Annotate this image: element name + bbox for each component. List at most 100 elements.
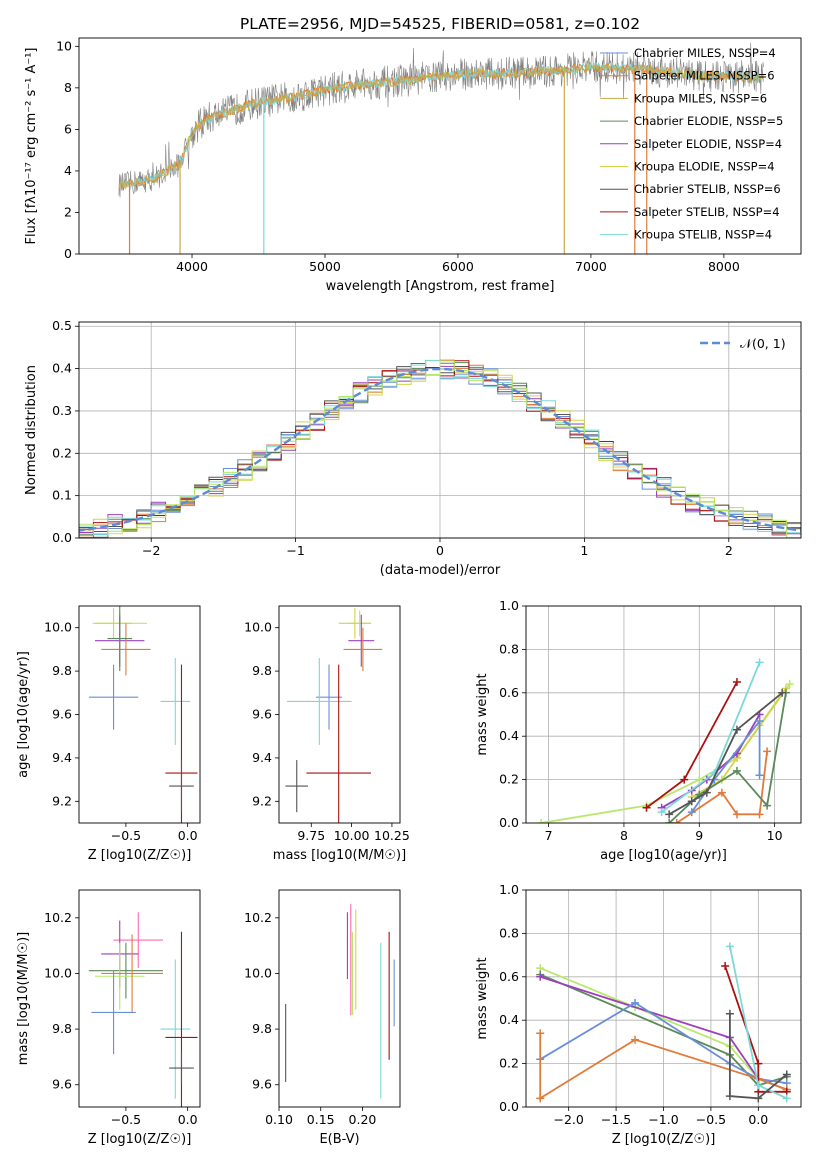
observed-spectrum: [118, 42, 764, 198]
error-bars: [285, 608, 383, 823]
mass-weight-vs-metallicity-panel: −2.0 −1.5 −1.0 −0.5 0.0 0.0 0.2 0.4 0.6 0.8 1.0 Z […: [475, 882, 802, 1147]
mass-vs-reddening-panel: 0.10 0.15 0.20 9.6 9.8 10.0 10.2 E(B-V): [244, 889, 401, 1147]
residuals-panel: −2 −1 0 1 2 0.0 0.1 0.2 0.3 0.4 0.5 (data-model)/er…: [24, 318, 802, 578]
y-axis-label: Flux [fλ10⁻¹⁷ erg cm⁻² s⁻¹ A⁻¹]: [24, 48, 39, 245]
axes-frame: [78, 37, 802, 255]
y-axis-label: mass [log10(M/M☉)]: [16, 932, 31, 1065]
normal-reference-curve: [79, 367, 801, 532]
x-tick-label: −0.5: [111, 828, 141, 843]
y-tick-label: 0.1: [52, 488, 72, 503]
weight-series: [729, 1013, 788, 1100]
y-tick-label: 9.8: [52, 663, 72, 678]
legend-entry: Kroupa MILES, NSSP=6: [634, 91, 767, 105]
y-tick-label: 8: [64, 80, 72, 95]
x-axis-label: (data-model)/error: [380, 563, 501, 578]
legend-entry: Kroupa STELIB, NSSP=4: [634, 228, 772, 242]
y-tick-label: 9.6: [252, 707, 272, 722]
y-tick-label: 10.2: [244, 910, 272, 925]
weight-marker: [725, 1009, 734, 1018]
weight-marker: [785, 680, 794, 689]
weight-marker: [763, 801, 772, 810]
weight-marker: [782, 1094, 791, 1103]
error-bars: [88, 912, 198, 1107]
weight-lines: [537, 658, 794, 823]
y-axis-label: mass weight: [475, 957, 490, 1039]
histograms: [79, 359, 801, 538]
x-tick-label: 0.0: [178, 828, 198, 843]
y-tick-label: 10: [56, 38, 72, 53]
x-tick-label: 0.0: [178, 1112, 198, 1127]
x-axis-label: Z [log10(Z/Z☉)]: [612, 1132, 716, 1147]
model-spectrum: [118, 61, 764, 191]
legend-entry: Chabrier STELIB, NSSP=6: [634, 182, 781, 196]
weight-lines: [536, 942, 791, 1103]
x-tick-label: 9: [695, 828, 703, 843]
x-tick-label: −0.5: [111, 1112, 141, 1127]
legend-entry: Chabrier ELODIE, NSSP=5: [634, 114, 783, 128]
y-tick-label: 2: [64, 204, 72, 219]
x-tick-label: 1: [580, 543, 588, 558]
figure-title: PLATE=2956, MJD=54525, FIBERID=0581, z=0…: [240, 15, 640, 33]
x-tick-label: 10.00: [334, 828, 370, 843]
weight-marker: [763, 747, 772, 756]
y-tick-label: 9.6: [52, 1077, 72, 1092]
y-tick-label: 0.8: [499, 925, 519, 940]
error-bars: [285, 903, 395, 1099]
legend-entry: 𝒩(0, 1): [740, 336, 786, 351]
weight-marker: [755, 658, 764, 667]
weight-marker: [732, 810, 741, 819]
y-tick-label: 9.6: [252, 1077, 272, 1092]
weight-series: [540, 683, 791, 823]
legend-entry: Salpeter MILES, NSSP=6: [634, 69, 775, 83]
age-vs-metallicity-panel: −0.5 0.0 9.2 9.4 9.6 9.8 10.0 Z [log10(Z/Z☉)] ag…: [16, 605, 201, 863]
weight-marker: [725, 1092, 734, 1101]
y-tick-label: 0.0: [499, 1099, 519, 1114]
y-tick-label: 9.6: [52, 707, 72, 722]
weight-marker: [631, 998, 640, 1007]
x-tick-label: 0.15: [307, 1112, 335, 1127]
x-tick-label: −0.5: [696, 1112, 726, 1127]
y-axis-label: mass weight: [475, 673, 490, 755]
y-tick-label: 9.8: [252, 663, 272, 678]
x-tick-label: 7000: [575, 259, 607, 274]
y-axis-label: age [log10(age/yr)]: [16, 651, 31, 778]
legend-entry: Salpeter STELIB, NSSP=4: [634, 205, 780, 219]
x-axis-label: E(B-V): [319, 1132, 359, 1147]
weight-series: [668, 692, 783, 816]
x-tick-label: 8000: [708, 259, 740, 274]
weight-marker: [754, 1059, 763, 1068]
weight-marker: [732, 725, 741, 734]
y-tick-label: 10.0: [44, 620, 72, 635]
y-tick-label: 0.3: [52, 403, 72, 418]
y-tick-label: 4: [64, 163, 72, 178]
y-tick-label: 0: [64, 246, 72, 261]
histogram-series: [79, 360, 801, 538]
y-tick-label: 0.0: [52, 530, 72, 545]
y-tick-label: 0.8: [499, 641, 519, 656]
y-tick-label: 6: [64, 121, 72, 136]
weight-marker: [680, 775, 689, 784]
weight-marker: [782, 1070, 791, 1079]
weight-marker: [732, 677, 741, 686]
weight-marker: [717, 788, 726, 797]
age-vs-mass-panel: 9.75 10.00 10.25 9.2 9.4 9.6 9.8 10.0 mass [log1…: [244, 605, 410, 863]
spectrum-panel: 4000 5000 6000 7000 8000 0 2 4 6 8 10 wavelength [A…: [24, 37, 802, 294]
weight-marker: [755, 771, 764, 780]
weight-series: [691, 718, 761, 813]
y-tick-label: 1.0: [499, 598, 519, 613]
y-tick-label: 0.2: [499, 1056, 519, 1071]
x-tick-label: 0.10: [265, 1112, 293, 1127]
error-bars: [88, 606, 198, 823]
weight-marker: [536, 1029, 545, 1038]
x-tick-label: 10.25: [374, 828, 410, 843]
x-tick-label: 2: [725, 543, 733, 558]
axes-frame: [78, 889, 201, 1108]
y-tick-label: 0.6: [499, 969, 519, 984]
y-tick-label: 0.4: [52, 361, 72, 376]
weight-marker: [732, 766, 741, 775]
x-tick-label: −1.5: [601, 1112, 631, 1127]
axes-frame: [78, 321, 802, 539]
y-tick-label: 10.0: [44, 965, 72, 980]
x-tick-label: 9.75: [297, 828, 325, 843]
